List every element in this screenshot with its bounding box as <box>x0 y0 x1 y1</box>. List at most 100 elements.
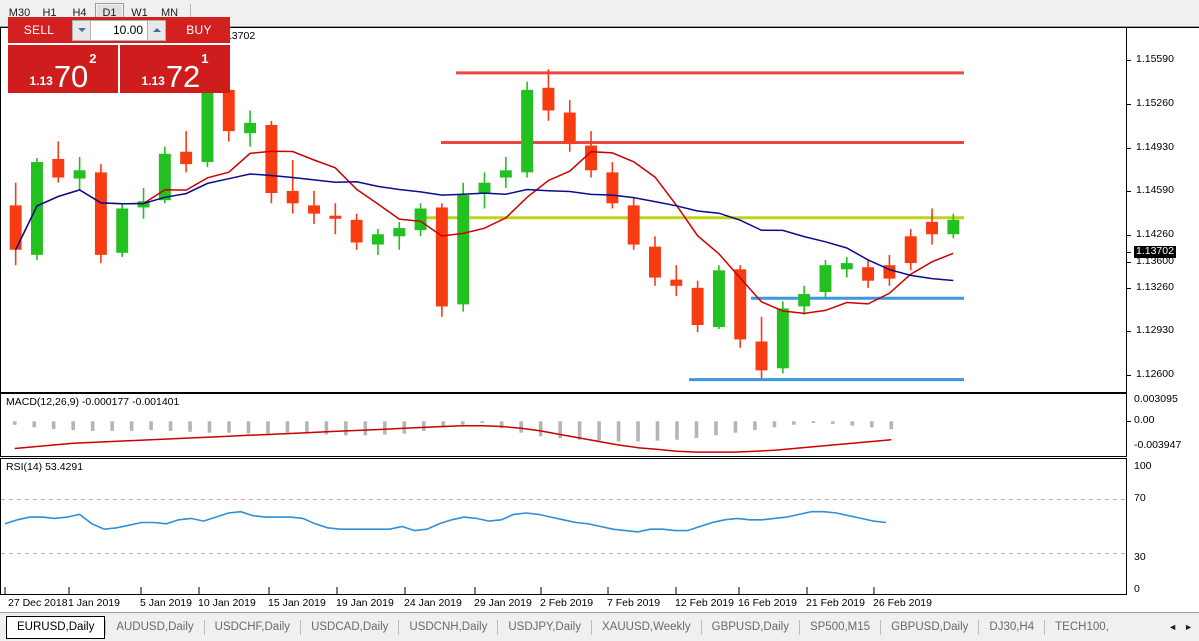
chart-tab-eurusd-daily[interactable]: EURUSD,Daily <box>6 615 106 639</box>
tab-separator <box>591 619 592 635</box>
volume-stepper[interactable]: 10.00 <box>70 17 168 43</box>
candle-body <box>627 205 640 245</box>
trade-panel-price-row: 1.13 70 2 1.13 72 1 <box>8 45 230 93</box>
macd-histogram-bar <box>227 421 231 433</box>
price-scale[interactable]: 1.155901.152601.149301.145901.142601.139… <box>1127 28 1199 412</box>
macd-histogram-bar <box>402 421 407 434</box>
chart-tab-dj30-h4[interactable]: DJ30,H4 <box>989 621 1035 633</box>
candle-body <box>904 236 917 264</box>
candle-body <box>926 221 939 235</box>
buy-price-display[interactable]: 1.13 72 1 <box>120 45 230 93</box>
time-axis-label: 21 Feb 2019 <box>806 597 865 609</box>
buy-price-prefix: 1.13 <box>141 74 165 88</box>
toolbar-separator <box>190 3 191 23</box>
price-scale-label: 1.14590 <box>1136 184 1174 196</box>
rsi-scale-label: 0 <box>1134 583 1140 595</box>
candle-body <box>393 228 406 237</box>
macd-histogram-bar <box>324 421 329 435</box>
time-axis-label: 26 Feb 2019 <box>873 597 932 609</box>
triangle-up-icon <box>152 28 161 32</box>
macd-histogram-bar <box>616 421 621 442</box>
candle-body <box>840 263 853 270</box>
chart-tab-usdcnh-daily[interactable]: USDCNH,Daily <box>409 621 488 633</box>
macd-histogram-bar <box>71 421 75 431</box>
chart-tab-sp500-m15[interactable]: SP500,M15 <box>809 621 871 633</box>
chart-tab-usdcad-daily[interactable]: USDCAD,Daily <box>311 621 389 633</box>
candle-body <box>585 145 598 171</box>
timeframe-h1[interactable]: H1 <box>42 7 57 19</box>
macd-pane[interactable]: MACD(12,26,9) -0.000177 -0.001401 <box>0 393 1127 457</box>
candle-body <box>499 170 512 178</box>
chart-tab-audusd-daily[interactable]: AUDUSD,Daily <box>116 621 194 633</box>
chart-tab-xauusd-weekly[interactable]: XAUUSD,Weekly <box>602 621 691 633</box>
chart-tab-bar: EURUSD,Daily AUDUSD,Daily USDCHF,Daily USDC… <box>0 612 1199 641</box>
moving-average-fast <box>15 150 954 315</box>
sell-button[interactable]: SELL <box>8 17 70 43</box>
candle-body <box>286 190 299 204</box>
time-axis-label: 12 Feb 2019 <box>675 597 734 609</box>
rsi-scale-label: 100 <box>1134 460 1152 472</box>
tab-separator <box>105 619 107 635</box>
chart-tab-tech100[interactable]: TECH100, <box>1055 621 1109 633</box>
chart-tab-gbpusd-daily[interactable]: GBPUSD,Daily <box>891 621 969 633</box>
buy-button[interactable]: BUY <box>168 17 230 43</box>
chart-tab-gbpusd-daily[interactable]: GBPUSD,Daily <box>711 621 789 633</box>
tab-separator <box>700 619 702 635</box>
candle-body <box>52 158 65 178</box>
timeframe-mn[interactable]: MN <box>160 7 179 19</box>
price-scale-tick <box>1127 252 1131 253</box>
candle-body <box>563 112 576 144</box>
candle-body <box>883 265 896 279</box>
volume-decrease-button[interactable] <box>72 19 91 41</box>
tab-separator <box>497 619 499 635</box>
macd-scale-label: 0.003095 <box>1134 393 1178 405</box>
macd-histogram-bar <box>363 421 368 436</box>
timeframe-m30[interactable]: M30 <box>8 7 31 19</box>
volume-increase-button[interactable] <box>147 19 166 41</box>
macd-histogram-bar <box>51 421 56 430</box>
macd-histogram-bar <box>811 421 816 424</box>
macd-histogram-bar <box>285 421 290 433</box>
price-scale-label: 1.13260 <box>1136 281 1174 293</box>
candle-body <box>776 308 789 369</box>
macd-histogram-bar <box>636 421 640 442</box>
macd-scale[interactable]: 0.003095 0.00 -0.003947 <box>1127 393 1199 457</box>
candle-body <box>201 91 214 163</box>
tab-separator <box>798 619 800 635</box>
chart-tab-usdchf-daily[interactable]: USDCHF,Daily <box>214 621 291 633</box>
tab-separator <box>880 619 882 635</box>
timeframe-w1[interactable]: W1 <box>131 7 148 19</box>
sell-price-display[interactable]: 1.13 70 2 <box>8 45 118 93</box>
rsi-title: RSI(14) 53.4291 <box>6 461 84 473</box>
price-scale-tick <box>1127 104 1131 105</box>
macd-histogram-bar <box>597 421 601 441</box>
sell-price-prefix: 1.13 <box>29 74 53 88</box>
volume-input[interactable]: 10.00 <box>91 19 147 41</box>
macd-histogram-bar <box>90 421 95 431</box>
macd-histogram-bar <box>538 421 543 437</box>
chart-tab-usdjpy-daily[interactable]: USDJPY,Daily <box>508 621 581 633</box>
candle-body <box>30 162 43 255</box>
candle-body <box>73 170 86 179</box>
candle-body <box>819 265 832 292</box>
tab-separator <box>300 619 302 635</box>
buy-price-fraction: 1 <box>201 51 209 66</box>
tab-navigation: ◄ ► <box>1168 622 1199 632</box>
price-scale-label: 1.14930 <box>1136 141 1174 153</box>
time-axis-label: 5 Jan 2019 <box>140 597 192 609</box>
tab-scroll-left-icon[interactable]: ◄ <box>1168 622 1178 632</box>
macd-histogram-bar <box>889 421 894 430</box>
timeframe-h4[interactable]: H4 <box>72 7 87 19</box>
rsi-pane[interactable]: RSI(14) 53.4291 <box>0 458 1127 595</box>
tab-scroll-right-icon[interactable]: ► <box>1184 622 1193 632</box>
price-scale-label: 1.12600 <box>1136 368 1174 380</box>
macd-signal-line <box>14 424 892 453</box>
price-scale-tick <box>1127 262 1131 263</box>
one-click-trading-panel[interactable]: SELL 10.00 BUY 1.13 70 2 1.13 72 1 <box>8 17 230 93</box>
time-axis-label: 27 Dec 2018 <box>8 597 68 609</box>
macd-histogram-bar <box>519 421 523 433</box>
rsi-scale-label: 70 <box>1134 492 1146 504</box>
rsi-scale[interactable]: 100 70 30 0 <box>1127 458 1199 595</box>
macd-histogram-bar <box>792 421 796 425</box>
candle-body <box>244 122 257 134</box>
